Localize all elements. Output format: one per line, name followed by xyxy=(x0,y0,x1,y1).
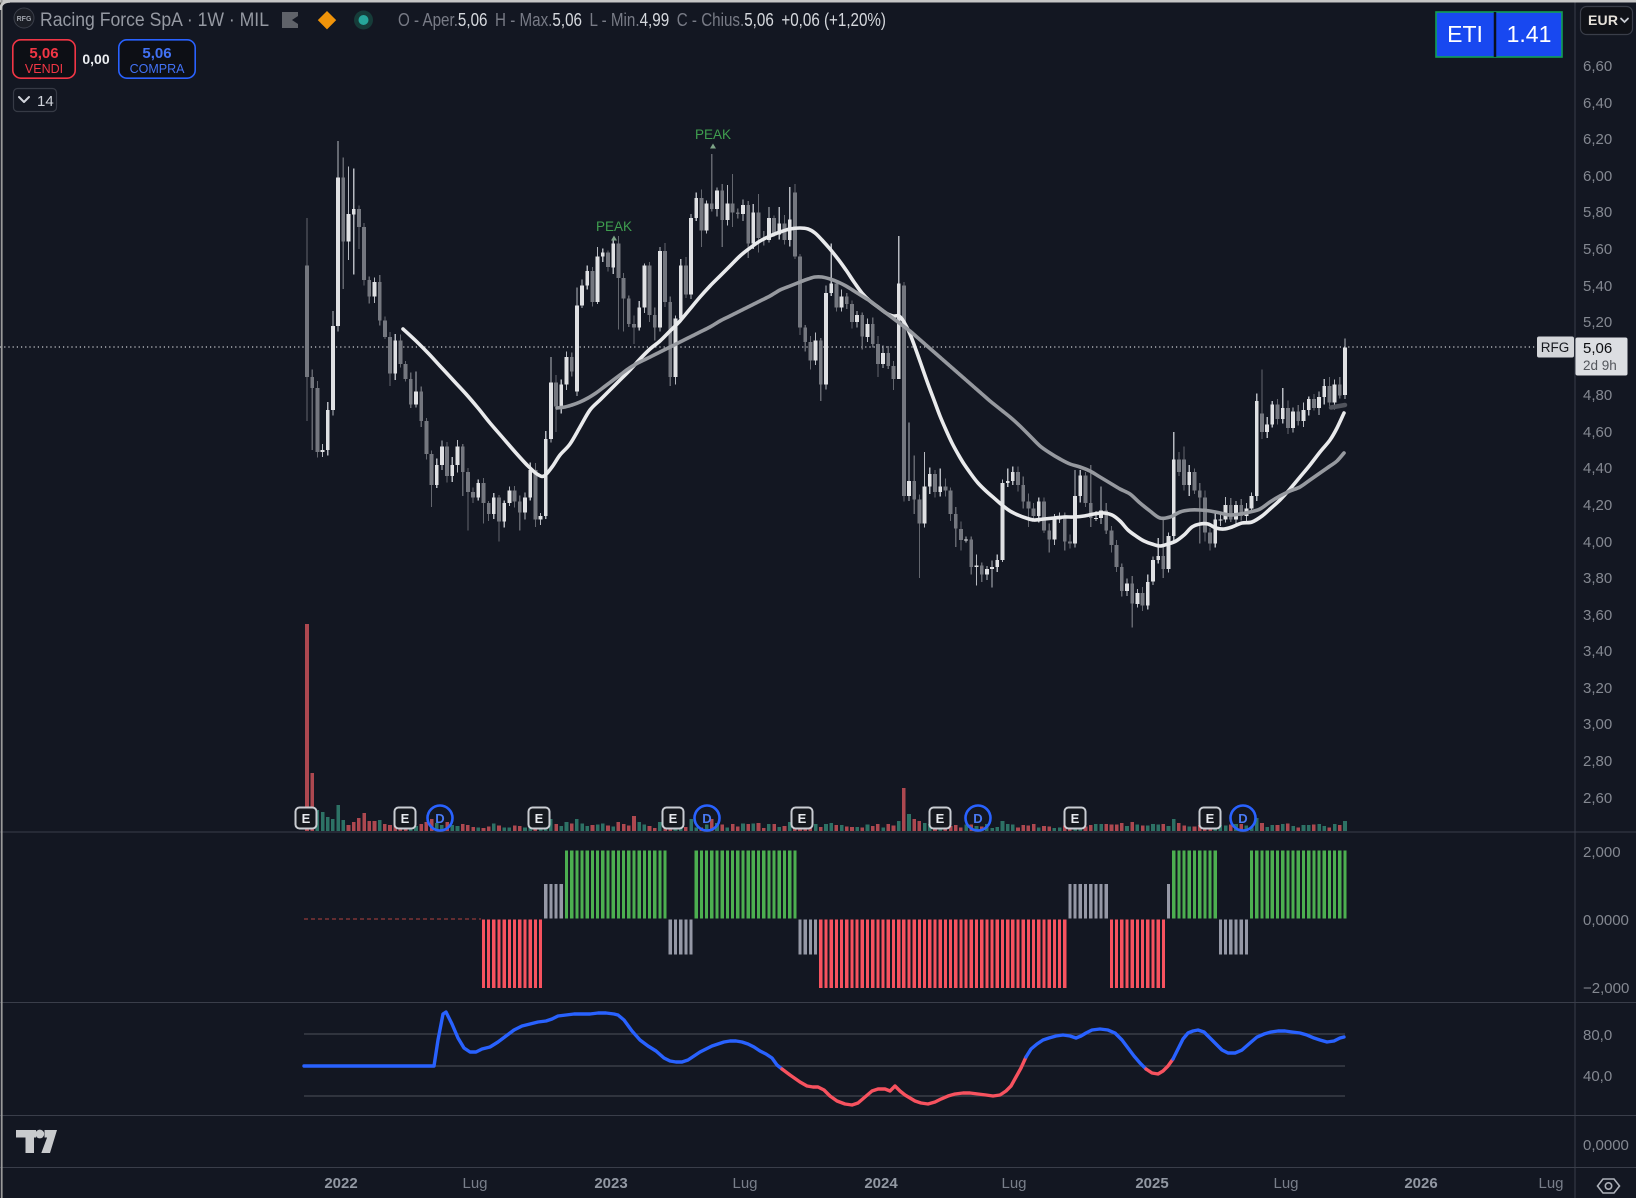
svg-text:6,40: 6,40 xyxy=(1583,95,1612,112)
svg-text:3,40: 3,40 xyxy=(1583,643,1612,660)
svg-text:0,0000: 0,0000 xyxy=(1583,1137,1629,1154)
svg-text:ETI: ETI xyxy=(1447,21,1483,47)
svg-text:2022: 2022 xyxy=(324,1175,357,1192)
svg-text:3,20: 3,20 xyxy=(1583,680,1612,697)
svg-text:EUR: EUR xyxy=(1588,12,1618,28)
svg-text:E: E xyxy=(669,811,678,826)
svg-text:5,40: 5,40 xyxy=(1583,278,1612,295)
svg-text:−2,000: −2,000 xyxy=(1583,980,1629,997)
svg-text:Lug: Lug xyxy=(1001,1175,1026,1192)
svg-text:2,80: 2,80 xyxy=(1583,753,1612,770)
svg-text:3,60: 3,60 xyxy=(1583,607,1612,624)
svg-text:5,80: 5,80 xyxy=(1583,204,1612,221)
svg-text:3,80: 3,80 xyxy=(1583,570,1612,587)
svg-text:5,06: 5,06 xyxy=(29,45,58,62)
svg-text:2d 9h: 2d 9h xyxy=(1583,358,1617,373)
svg-text:4,40: 4,40 xyxy=(1583,460,1612,477)
svg-text:O - Aper.5,06 H - Max.5,06 L -: O - Aper.5,06 H - Max.5,06 L - Min.4,99 … xyxy=(398,10,886,30)
svg-text:COMPRA: COMPRA xyxy=(130,62,186,76)
svg-text:E: E xyxy=(535,811,544,826)
svg-text:80,0: 80,0 xyxy=(1583,1027,1612,1044)
svg-text:4,20: 4,20 xyxy=(1583,497,1612,514)
svg-text:4,60: 4,60 xyxy=(1583,424,1612,441)
svg-text:PEAK: PEAK xyxy=(596,219,632,234)
svg-text:6,00: 6,00 xyxy=(1583,168,1612,185)
svg-text:2023: 2023 xyxy=(594,1175,627,1192)
svg-text:VENDI: VENDI xyxy=(25,62,63,76)
svg-text:Lug: Lug xyxy=(462,1175,487,1192)
svg-text:1.41: 1.41 xyxy=(1507,21,1552,47)
svg-text:D: D xyxy=(1238,811,1247,826)
svg-text:40,0: 40,0 xyxy=(1583,1068,1612,1085)
svg-text:E: E xyxy=(798,811,807,826)
svg-text:E: E xyxy=(1071,811,1080,826)
svg-text:RFG: RFG xyxy=(17,16,32,23)
svg-text:RFG: RFG xyxy=(1541,340,1570,355)
svg-text:6,60: 6,60 xyxy=(1583,58,1612,75)
svg-text:Lug: Lug xyxy=(1538,1175,1563,1192)
svg-text:2024: 2024 xyxy=(864,1175,898,1192)
svg-text:4,80: 4,80 xyxy=(1583,387,1612,404)
svg-text:5,20: 5,20 xyxy=(1583,314,1612,331)
svg-text:E: E xyxy=(936,811,945,826)
svg-text:4,00: 4,00 xyxy=(1583,534,1612,551)
svg-text:D: D xyxy=(973,811,982,826)
svg-text:3,00: 3,00 xyxy=(1583,716,1612,733)
svg-text:5,06: 5,06 xyxy=(1583,340,1612,357)
svg-text:Lug: Lug xyxy=(1273,1175,1298,1192)
svg-text:5,06: 5,06 xyxy=(142,45,171,62)
svg-text:2025: 2025 xyxy=(1135,1175,1168,1192)
svg-text:5,60: 5,60 xyxy=(1583,241,1612,258)
svg-text:Racing Force SpA · 1W · MIL: Racing Force SpA · 1W · MIL xyxy=(40,10,269,31)
svg-text:E: E xyxy=(401,811,410,826)
svg-text:D: D xyxy=(435,811,444,826)
svg-text:0,0000: 0,0000 xyxy=(1583,912,1629,929)
svg-text:E: E xyxy=(1206,811,1215,826)
svg-text:6,20: 6,20 xyxy=(1583,131,1612,148)
svg-text:0,00: 0,00 xyxy=(82,51,109,67)
svg-text:Lug: Lug xyxy=(732,1175,757,1192)
svg-text:D: D xyxy=(702,811,711,826)
svg-text:2,60: 2,60 xyxy=(1583,790,1612,807)
svg-text:14: 14 xyxy=(37,93,54,110)
svg-text:E: E xyxy=(302,811,311,826)
svg-text:2,000: 2,000 xyxy=(1583,844,1621,861)
svg-text:PEAK: PEAK xyxy=(695,127,731,142)
svg-text:2026: 2026 xyxy=(1404,1175,1437,1192)
